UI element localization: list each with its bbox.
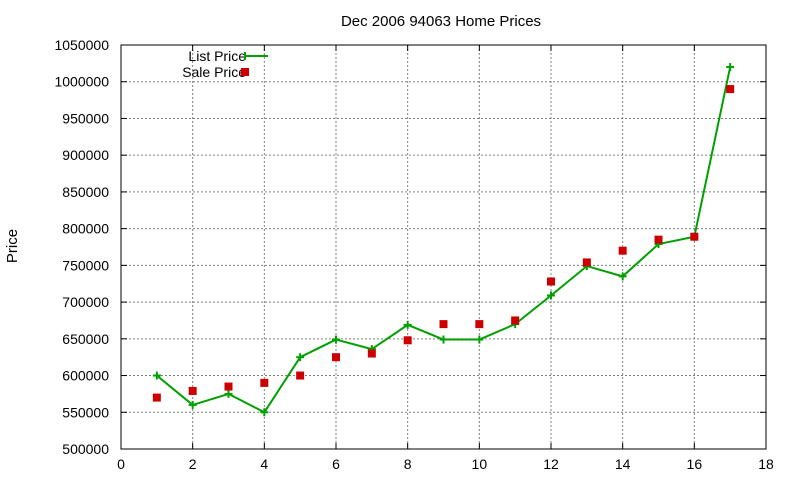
legend-label: Sale Price xyxy=(182,64,246,80)
y-tick-label: 1000000 xyxy=(54,74,109,90)
y-tick-label: 1050000 xyxy=(54,37,109,53)
y-tick-label: 600000 xyxy=(62,368,109,384)
y-tick-label: 700000 xyxy=(62,294,109,310)
sale-price-point xyxy=(439,320,448,329)
sale-price-point xyxy=(726,85,735,94)
sale-price-point xyxy=(654,235,663,244)
list-price-point xyxy=(618,272,627,281)
list-price-point xyxy=(332,335,340,344)
sale-price-point xyxy=(296,371,305,380)
list-price-point xyxy=(224,389,233,398)
sale-price-point xyxy=(582,258,591,267)
sale-price-point xyxy=(367,349,376,358)
x-tick-label: 10 xyxy=(472,456,488,472)
sale-price-point xyxy=(618,246,627,255)
list-price-point xyxy=(260,408,269,417)
y-tick-label: 850000 xyxy=(62,184,109,200)
list-price-point xyxy=(475,335,484,344)
y-tick-label: 900000 xyxy=(62,147,109,163)
y-tick-label: 750000 xyxy=(62,257,109,273)
legend-label: List Price xyxy=(188,48,246,64)
sale-price-point xyxy=(511,316,520,325)
sale-price-point xyxy=(547,277,555,286)
y-tick-label: 650000 xyxy=(62,331,109,347)
sale-price-point xyxy=(475,320,484,329)
list-price-point xyxy=(188,400,197,409)
sale-price-point xyxy=(188,386,197,395)
series-layer xyxy=(152,63,735,417)
sale-price-point xyxy=(224,382,233,391)
list-price-point xyxy=(726,63,735,72)
y-tick-label: 950000 xyxy=(62,110,109,126)
y-tick-label: 500000 xyxy=(62,441,109,457)
x-tick-label: 18 xyxy=(758,456,774,472)
y-axis-label: Price xyxy=(4,229,21,263)
sale-price-point xyxy=(690,232,699,241)
x-tick-label: 8 xyxy=(404,456,412,472)
y-tick-label: 550000 xyxy=(62,404,109,420)
x-tick-label: 12 xyxy=(543,456,559,472)
grid-layer xyxy=(121,45,766,449)
y-tick-label: 800000 xyxy=(62,221,109,237)
chart-title: Dec 2006 94063 Home Prices xyxy=(341,13,541,30)
list-price-point xyxy=(296,353,305,362)
list-price-point xyxy=(403,320,412,329)
sale-price-point xyxy=(152,393,161,402)
x-tick-label: 6 xyxy=(332,456,340,472)
x-tick-label: 2 xyxy=(189,456,197,472)
sale-price-point xyxy=(260,378,269,387)
x-tick-label: 14 xyxy=(615,456,631,472)
x-tick-label: 0 xyxy=(117,456,125,472)
legend-marker xyxy=(241,68,249,76)
sale-price-point xyxy=(403,336,412,345)
list-price-point xyxy=(152,371,161,380)
x-tick-label: 16 xyxy=(687,456,703,472)
plot-frame xyxy=(120,44,767,450)
axis-layer: 0 2 4 6 8 10 12 14 16 18 500000 550000 600000 650000 7… xyxy=(54,37,774,472)
x-tick-label: 4 xyxy=(260,456,268,472)
list-price-point xyxy=(439,335,448,344)
list-price-point xyxy=(547,291,555,300)
sale-price-point xyxy=(332,353,340,362)
